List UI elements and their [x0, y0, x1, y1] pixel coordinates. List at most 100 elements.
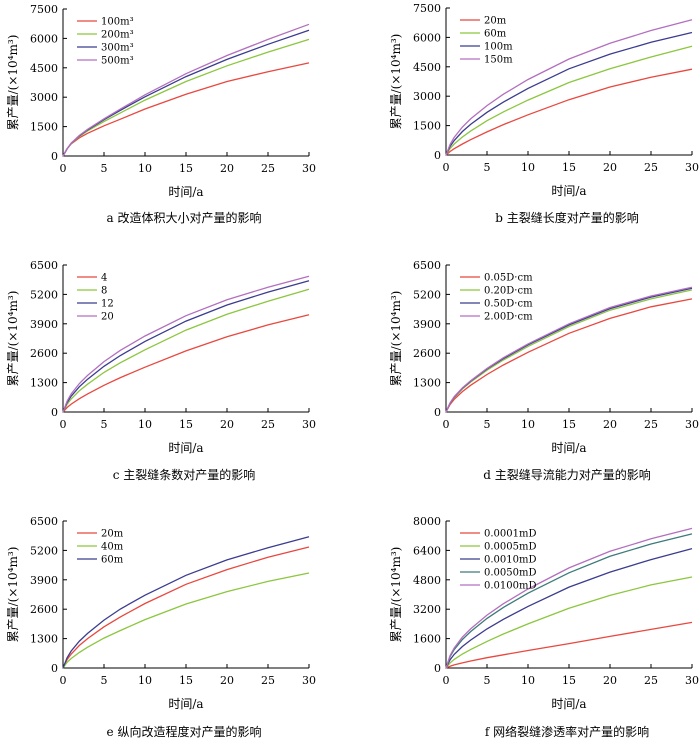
x-tick-label: 0	[60, 162, 67, 175]
series-line-2	[62, 288, 310, 413]
series-line-3	[445, 287, 693, 413]
x-tick-label: 15	[179, 674, 193, 687]
x-tick-label: 25	[644, 418, 658, 431]
x-axis-title: 时间/a	[551, 441, 586, 455]
legend-label: 0.50D·cm	[484, 299, 533, 310]
x-tick-label: 10	[521, 161, 535, 174]
y-tick-label: 1300	[30, 377, 58, 390]
axis-lines	[62, 9, 309, 157]
x-tick-label: 5	[101, 162, 108, 175]
series-line-2	[445, 289, 693, 413]
x-tick-label: 0	[443, 418, 450, 431]
x-tick-label: 5	[484, 674, 491, 687]
series-line-2	[62, 572, 310, 669]
figure-caption: a 改造体积大小对产量的影响	[107, 210, 262, 225]
chart-panel-e: 0 1300 2600 3900 5200 6500 0 5 10 15 20 25 30 时间/a 累产量…	[6, 515, 316, 739]
figure-caption: c 主裂缝条数对产量的影响	[113, 467, 256, 482]
series-line-1	[445, 621, 693, 669]
x-tick-label: 5	[484, 418, 491, 431]
x-tick-label: 30	[685, 418, 699, 431]
x-tick-label: 10	[138, 418, 152, 431]
legend-label: 4	[101, 273, 107, 284]
x-tick-label: 20	[603, 674, 617, 687]
y-tick-label: 5200	[30, 288, 58, 301]
x-tick-label: 30	[685, 161, 699, 174]
series-line-1	[62, 314, 310, 413]
y-tick-label: 0	[51, 150, 58, 163]
x-tick-label: 10	[521, 674, 535, 687]
y-tick-label: 6000	[413, 31, 441, 44]
x-tick-label: 15	[179, 418, 193, 431]
x-tick-label: 15	[562, 674, 576, 687]
x-tick-label: 30	[302, 418, 316, 431]
series-line-1	[445, 68, 693, 156]
x-tick-label: 30	[302, 162, 316, 175]
x-tick-label: 15	[179, 162, 193, 175]
y-tick-label: 7500	[413, 2, 441, 15]
y-tick-label: 1300	[413, 377, 441, 390]
y-tick-label: 5200	[30, 544, 58, 557]
legend-label: 12	[101, 299, 114, 310]
series-line-4	[62, 275, 310, 413]
y-tick-label: 3900	[413, 318, 441, 331]
x-tick-label: 10	[521, 418, 535, 431]
legend-label: 0.0005mD	[484, 542, 537, 553]
x-tick-label: 0	[443, 674, 450, 687]
series-line-2	[445, 45, 693, 156]
y-tick-label: 6000	[30, 32, 58, 45]
series-line-2	[62, 38, 310, 157]
x-tick-label: 25	[261, 418, 275, 431]
y-tick-label: 0	[51, 662, 58, 675]
axis-lines	[62, 265, 309, 413]
x-axis-title: 时间/a	[168, 697, 203, 711]
y-tick-label: 3900	[30, 318, 58, 331]
x-tick-label: 25	[644, 674, 658, 687]
axis-lines	[445, 265, 692, 413]
y-tick-label: 8000	[413, 515, 441, 528]
x-tick-label: 0	[443, 161, 450, 174]
chart-panel-a: 0 1500 3000 4500 6000 7500 0 5 10 15 20 25 30 时间/a 累产量…	[6, 3, 316, 225]
y-axis-title: 累产量/(×10⁴m³)	[389, 34, 403, 130]
legend-label: 20	[101, 312, 114, 323]
x-tick-label: 10	[138, 162, 152, 175]
x-tick-label: 5	[101, 418, 108, 431]
series-line-1	[62, 546, 310, 669]
chart-panel-d: 0 1300 2600 3900 5200 6500 0 5 10 15 20 25 30 时间/a 累产量…	[389, 259, 699, 482]
x-tick-label: 20	[220, 162, 234, 175]
y-tick-label: 7500	[30, 3, 58, 16]
figure-caption: e 纵向改造程度对产量的影响	[107, 724, 262, 739]
series-line-1	[445, 298, 693, 413]
y-tick-label: 1300	[30, 633, 58, 646]
series-line-2	[445, 576, 693, 669]
x-tick-label: 0	[60, 674, 67, 687]
y-tick-label: 3900	[30, 574, 58, 587]
y-tick-label: 1500	[413, 120, 441, 133]
figure-caption: d 主裂缝导流能力对产量的影响	[483, 467, 651, 482]
x-tick-label: 20	[220, 674, 234, 687]
series-line-3	[62, 536, 310, 669]
x-tick-label: 25	[261, 162, 275, 175]
y-axis-title: 累产量/(×10⁴m³)	[6, 291, 20, 387]
y-tick-label: 6400	[413, 544, 441, 557]
legend-label: 8	[101, 286, 107, 297]
x-tick-label: 15	[562, 161, 576, 174]
x-tick-label: 5	[101, 674, 108, 687]
y-tick-label: 0	[434, 406, 441, 419]
x-axis-title: 时间/a	[168, 185, 203, 199]
y-tick-label: 3000	[30, 91, 58, 104]
legend-label: 60m	[484, 29, 507, 40]
legend-label: 20m	[101, 529, 124, 540]
legend-label: 300m³	[101, 43, 134, 54]
legend-label: 500m³	[101, 56, 134, 67]
series-line-4	[445, 19, 693, 156]
x-axis-title: 时间/a	[551, 697, 586, 711]
legend-label: 0.0010mD	[484, 555, 537, 566]
series-line-4	[445, 533, 693, 669]
legend-label: 0.0100mD	[484, 581, 537, 592]
y-tick-label: 4500	[413, 61, 441, 74]
legend-label: 40m	[101, 542, 124, 553]
x-tick-label: 5	[484, 161, 491, 174]
y-tick-label: 3200	[413, 603, 441, 616]
legend-label: 20m	[484, 16, 507, 27]
x-tick-label: 0	[60, 418, 67, 431]
